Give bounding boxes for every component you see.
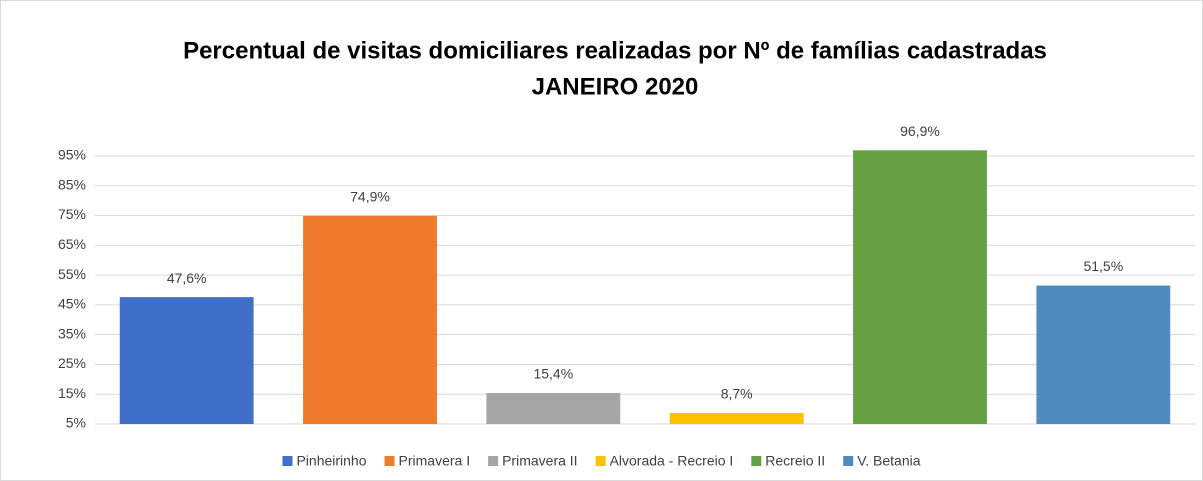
chart-title: Percentual de visitas domiciliares reali… [183,37,1047,64]
bar [119,297,254,424]
y-tick-label: 75% [58,206,86,222]
legend-swatch [595,456,606,466]
y-tick-label: 25% [58,355,86,371]
data-label: 74,9% [350,189,390,205]
legend-label: Primavera I [399,453,471,469]
y-tick-label: 55% [58,266,86,282]
y-tick-label: 5% [66,415,86,431]
legend-label: Primavera II [502,453,577,469]
data-label: 51,5% [1083,258,1123,274]
y-tick-label: 95% [58,147,86,163]
legend-swatch [843,456,854,466]
legend-swatch [384,456,395,466]
data-label: 8,7% [721,386,753,402]
y-tick-label: 65% [58,236,86,252]
chart-subtitle: JANEIRO 2020 [532,73,699,100]
data-label: 96,9% [900,123,940,139]
legend-label: V. Betania [857,453,921,469]
data-label: 47,6% [167,270,207,286]
legend-swatch [282,456,293,466]
bar [486,393,621,424]
bar [303,215,437,424]
bar [1036,285,1171,424]
y-tick-label: 45% [58,296,86,312]
bar [853,150,987,425]
legend-swatch [751,456,762,466]
bar [669,412,804,424]
legend-swatch [488,456,499,466]
data-label: 15,4% [533,366,573,382]
y-tick-label: 85% [58,176,86,192]
y-tick-label: 35% [58,325,86,341]
legend-label: Pinheirinho [296,453,366,469]
legend-label: Alvorada - Recreio I [610,453,734,469]
y-tick-label: 15% [58,385,86,401]
legend-label: Recreio II [765,453,825,469]
